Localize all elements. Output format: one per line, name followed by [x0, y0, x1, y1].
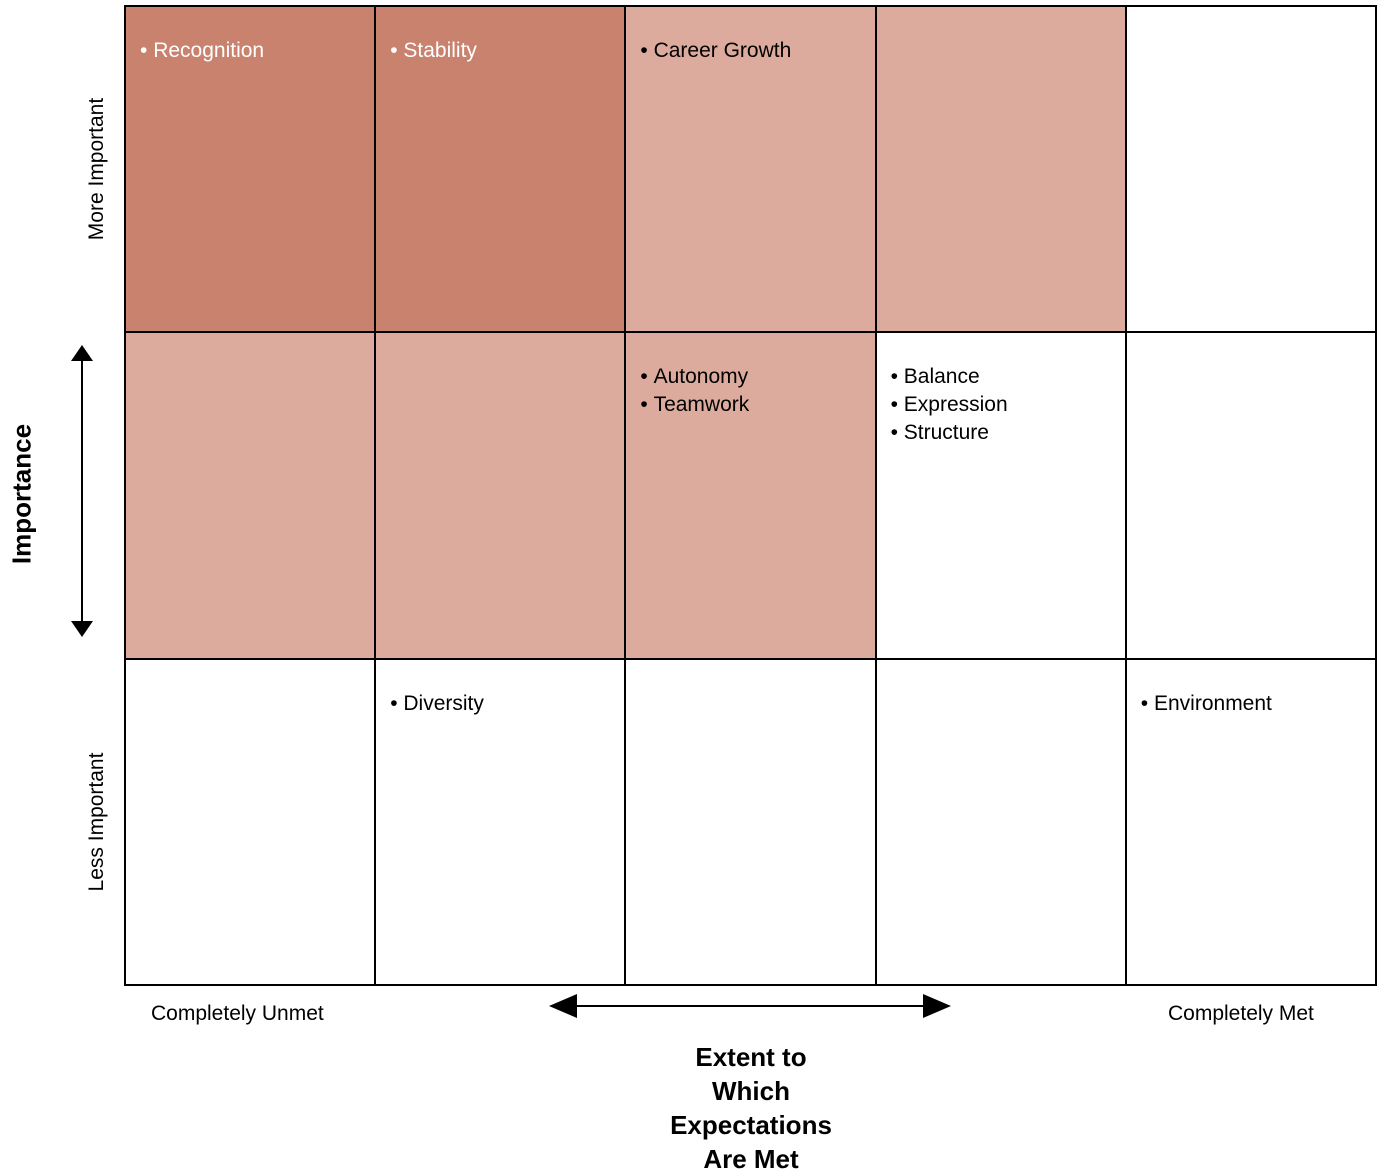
- more-important-label: More Important: [85, 97, 108, 241]
- cell-item-list: AutonomyTeamwork: [640, 363, 750, 419]
- cell-item: Environment: [1141, 690, 1272, 718]
- cell-item: Career Growth: [640, 37, 792, 65]
- cell-item-list: BalanceExpressionStructure: [891, 363, 1008, 447]
- y-axis-title: Importance: [6, 423, 37, 565]
- x-axis-double-arrow: [549, 994, 951, 1018]
- matrix-cell: Diversity: [376, 659, 627, 986]
- matrix-cell: BalanceExpressionStructure: [876, 333, 1127, 660]
- cell-item-list: Stability: [390, 37, 477, 65]
- cell-item: Diversity: [390, 690, 484, 718]
- matrix-cell: Stability: [376, 7, 627, 334]
- x-axis-title-line: Expectations: [670, 1110, 832, 1140]
- cell-item-list: Career Growth: [640, 37, 792, 65]
- cell-item-list: Diversity: [390, 690, 484, 718]
- matrix-cell: Environment: [1126, 659, 1377, 986]
- y-axis-double-arrow: [71, 345, 93, 637]
- x-axis-title-line: Extent to: [695, 1042, 807, 1072]
- matrix-cell: [1126, 333, 1377, 660]
- x-axis-title-line: Which: [712, 1076, 790, 1106]
- cell-item: Recognition: [140, 37, 264, 65]
- matrix-cell: [126, 333, 377, 660]
- matrix-cell: [876, 7, 1127, 334]
- cell-item: Stability: [390, 37, 477, 65]
- completely-met-label: Completely Met: [1168, 1002, 1314, 1025]
- cell-item: Teamwork: [640, 391, 750, 419]
- matrix-cell: [626, 659, 877, 986]
- matrix-cell: [1126, 7, 1377, 334]
- cell-item-list: Environment: [1141, 690, 1272, 718]
- completely-unmet-label: Completely Unmet: [151, 1002, 324, 1025]
- matrix-cell: Recognition: [126, 7, 377, 334]
- cell-item: Structure: [891, 419, 1008, 447]
- cell-item-list: Recognition: [140, 37, 264, 65]
- less-important-label: Less Important: [85, 752, 108, 892]
- x-axis-title: Extent to Which Expectations Are Met: [651, 1040, 851, 1176]
- cell-item: Balance: [891, 363, 1008, 391]
- matrix-cell: AutonomyTeamwork: [626, 333, 877, 660]
- matrix-cell: [876, 659, 1127, 986]
- matrix-cell: [126, 659, 377, 986]
- matrix-cell: [376, 333, 627, 660]
- cell-item: Autonomy: [640, 363, 749, 391]
- matrix-cell: Career Growth: [626, 7, 877, 334]
- cell-item: Expression: [891, 391, 1008, 419]
- matrix-grid: Recognition Stability Career Growth Autonom…: [124, 5, 1377, 986]
- x-axis-title-line: Are Met: [703, 1144, 799, 1174]
